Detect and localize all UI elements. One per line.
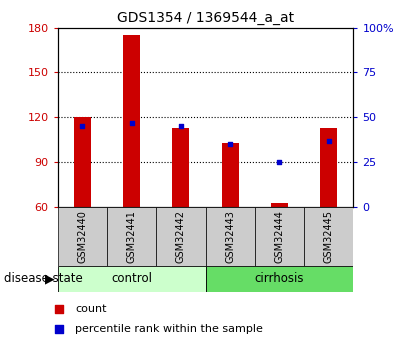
Point [56,326,62,332]
Text: ▶: ▶ [44,272,54,285]
Text: cirrhosis: cirrhosis [255,272,304,285]
Bar [74,117,91,207]
Bar [222,143,239,207]
Text: control: control [111,272,152,285]
Point [178,124,184,129]
Bar [58,207,107,266]
Bar [304,207,353,266]
Point [79,124,85,129]
Bar [123,35,140,207]
Text: percentile rank within the sample: percentile rank within the sample [75,324,263,334]
Title: GDS1354 / 1369544_a_at: GDS1354 / 1369544_a_at [117,11,294,25]
Text: GSM32445: GSM32445 [324,210,334,263]
Point [128,120,135,126]
Bar [107,207,156,266]
Bar [255,207,304,266]
Bar [206,266,353,292]
Bar [320,128,337,207]
Point [227,141,233,147]
Text: count: count [75,304,106,314]
Point [276,159,283,165]
Text: GSM32444: GSM32444 [275,210,284,263]
Point [326,138,332,144]
Text: disease state: disease state [4,272,83,285]
Bar [271,203,288,207]
Bar [172,128,189,207]
Text: GSM32440: GSM32440 [77,210,87,263]
Text: GSM32441: GSM32441 [127,210,136,263]
Text: GSM32443: GSM32443 [225,210,235,263]
Bar [156,207,206,266]
Bar [58,266,206,292]
Point [56,306,62,312]
Bar [206,207,255,266]
Text: GSM32442: GSM32442 [176,210,186,263]
